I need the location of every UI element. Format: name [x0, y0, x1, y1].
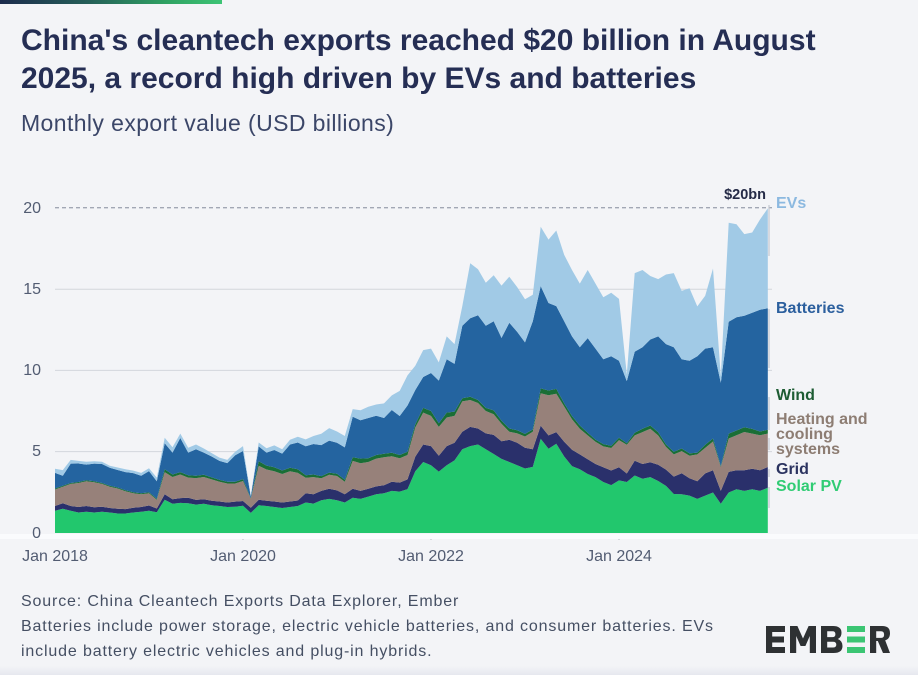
svg-text:cooling: cooling [776, 426, 833, 443]
svg-text:EVs: EVs [776, 195, 806, 212]
svg-text:Jan 2020: Jan 2020 [210, 548, 276, 565]
svg-text:Heating and: Heating and [776, 411, 868, 428]
svg-text:10: 10 [23, 362, 41, 379]
svg-text:Jan 2024: Jan 2024 [586, 548, 652, 565]
svg-text:Wind: Wind [776, 387, 815, 404]
svg-text:5: 5 [32, 443, 41, 460]
svg-text:Solar PV: Solar PV [776, 478, 842, 495]
svg-text:Jan 2022: Jan 2022 [398, 548, 464, 565]
svg-text:0: 0 [32, 525, 41, 542]
svg-text:15: 15 [23, 281, 41, 298]
svg-text:Jan 2018: Jan 2018 [22, 548, 88, 565]
svg-text:$20bn: $20bn [724, 187, 766, 203]
svg-text:systems: systems [776, 441, 840, 458]
svg-text:Batteries: Batteries [776, 300, 845, 317]
svg-text:Grid: Grid [776, 461, 809, 478]
svg-text:20: 20 [23, 200, 41, 217]
